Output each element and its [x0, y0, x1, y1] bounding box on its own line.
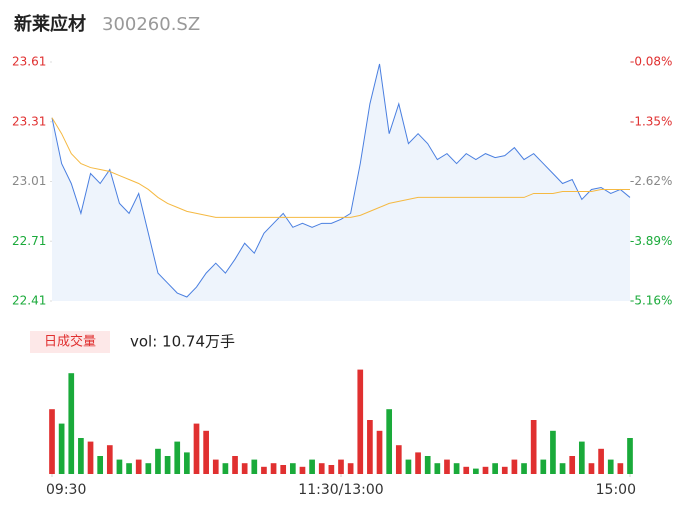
volume-bar: [569, 456, 576, 474]
volume-bar: [174, 441, 181, 474]
volume-bar: [126, 463, 132, 474]
volume-bar: [578, 441, 585, 474]
volume-annotation: vol: 10.74万手: [130, 333, 235, 351]
y-tick-label: 22.71: [12, 234, 46, 248]
volume-bar: [261, 466, 267, 474]
volume-bar: [68, 373, 75, 474]
volume-bar: [395, 445, 402, 474]
volume-bar: [280, 465, 287, 474]
volume-bar: [540, 459, 547, 474]
volume-bar: [299, 466, 306, 474]
volume-bar: [530, 420, 537, 474]
volume-bar: [87, 441, 94, 474]
volume-bar: [222, 463, 229, 474]
volume-bar: [617, 463, 624, 474]
x-tick-label: 15:00: [596, 482, 636, 498]
volume-bar: [289, 463, 296, 474]
volume-bar: [550, 430, 556, 474]
volume-bar: [49, 409, 55, 474]
volume-bar: [482, 466, 489, 474]
average-line: [51, 117, 630, 218]
volume-bar: [367, 420, 373, 474]
volume-bar: [492, 463, 498, 474]
volume-bar: [58, 423, 65, 474]
volume-bar: [598, 448, 604, 474]
volume-bar: [145, 463, 152, 474]
volume-bar: [116, 459, 123, 474]
volume-bar: [203, 430, 209, 474]
y-tick-label: 23.31: [12, 114, 46, 128]
chart-title: 新莱应材: [14, 13, 86, 35]
volume-bar: [97, 456, 104, 474]
volume-bar: [347, 463, 354, 474]
volume-bar: [193, 423, 200, 474]
volume-bar: [357, 369, 364, 474]
price-area: [52, 63, 630, 301]
volume-bar: [511, 459, 518, 474]
volume-bar: [251, 459, 258, 474]
volume-bar: [588, 463, 595, 474]
volume-bar: [309, 459, 315, 474]
x-tick-label: 11:30/13:00: [298, 482, 383, 498]
volume-bar: [106, 445, 113, 474]
volume-bar: [559, 463, 566, 474]
volume-bar: [270, 463, 277, 474]
volume-bar: [607, 459, 614, 474]
volume-bar: [463, 466, 470, 474]
volume-bar: [338, 459, 344, 474]
y-tick-label: 23.61: [12, 55, 46, 69]
volume-bar: [473, 468, 479, 474]
chart-subtitle: 300260.SZ: [102, 14, 200, 35]
volume-bar: [386, 409, 393, 474]
y2-tick-label: -2.62%: [630, 174, 672, 188]
volume-bar: [212, 459, 219, 474]
volume-bar: [318, 463, 325, 474]
volume-bar: [521, 463, 527, 474]
volume-bar: [232, 456, 238, 474]
y-tick-label: 22.41: [12, 294, 46, 308]
volume-bar: [415, 452, 421, 474]
volume-bar: [164, 456, 171, 474]
x-tick-label: 09:30: [46, 482, 86, 498]
volume-bar: [501, 466, 508, 474]
volume-bar: [184, 452, 190, 474]
y-tick-label: 23.01: [12, 174, 46, 188]
volume-bar: [453, 463, 460, 474]
y2-tick-label: -1.35%: [630, 114, 672, 128]
volume-label: 日成交量: [44, 334, 96, 350]
volume-bar: [241, 463, 248, 474]
volume-bar: [328, 465, 335, 474]
price-line: [51, 63, 631, 298]
y2-tick-label: -0.08%: [630, 55, 672, 69]
volume-bar: [434, 463, 441, 474]
volume-bar: [405, 459, 412, 474]
volume-bar: [444, 459, 450, 474]
volume-bar: [627, 438, 633, 474]
y2-tick-label: -5.16%: [630, 294, 672, 308]
volume-bar: [424, 456, 431, 474]
volume-bar: [155, 448, 161, 474]
volume-bar: [376, 430, 383, 474]
volume-label-box: [30, 331, 110, 353]
volume-bar: [78, 438, 84, 474]
y2-tick-label: -3.89%: [630, 234, 672, 248]
volume-bar: [135, 459, 142, 474]
